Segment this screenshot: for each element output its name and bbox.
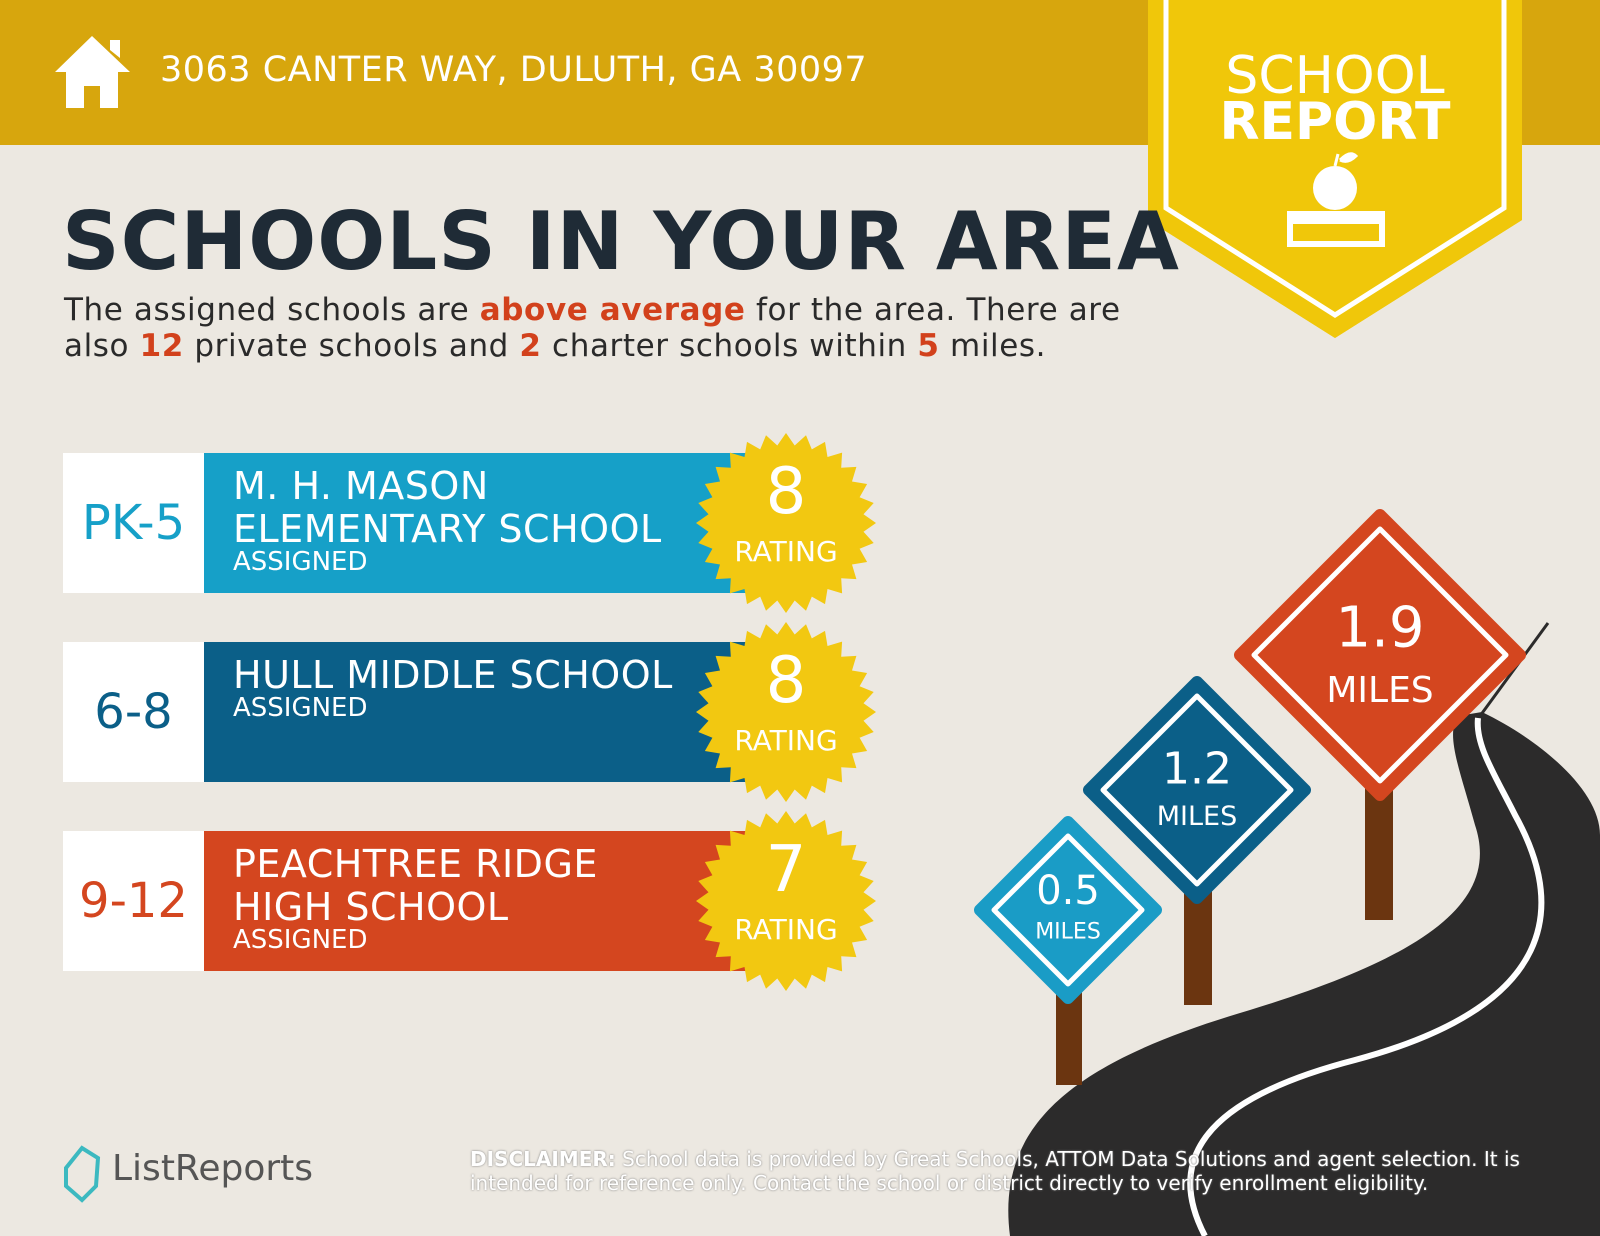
sign-post (1365, 780, 1393, 920)
apple-leaf (1333, 152, 1359, 167)
badge-line2: REPORT (1219, 92, 1451, 152)
sign-border (991, 833, 1145, 987)
intro-number: 5 (917, 328, 940, 364)
house-icon (55, 36, 130, 108)
brand-icon (64, 1145, 101, 1203)
rating-label: RATING (734, 535, 838, 568)
intro-text: miles. (939, 328, 1047, 364)
grade-box: PK-5 (63, 453, 204, 593)
sign-border (1251, 526, 1509, 784)
sign-border (1100, 693, 1294, 887)
intro-highlight: above average (479, 292, 746, 328)
intro-text: for the area. There are also (64, 292, 1121, 364)
school-name: M. H. MASON ELEMENTARY SCHOOL (233, 464, 662, 551)
grade-box: 6-8 (63, 642, 204, 782)
address: 3063 CANTER WAY, DULUTH, GA 30097 (160, 50, 868, 90)
intro-text: private schools and (183, 328, 520, 364)
disclaimer: DISCLAIMER: School data is provided by G… (470, 1147, 1540, 1195)
apple-icon (1313, 166, 1357, 210)
book-spine (1290, 214, 1382, 224)
intro-text: The assigned schools are (64, 292, 480, 328)
school-name: HULL MIDDLE SCHOOL (233, 653, 673, 697)
school-bar (204, 642, 764, 782)
sign-diamond (974, 816, 1162, 1004)
rating-label: RATING (734, 724, 838, 757)
sign-diamond (1083, 676, 1311, 904)
house-overlay (55, 36, 130, 108)
rating-value: 7 (765, 833, 807, 907)
disclaimer-text: School data is provided by Great Schools… (470, 1147, 1520, 1195)
rating-label: RATING (734, 913, 838, 946)
sign-diamond (1234, 509, 1526, 801)
road-line (1187, 717, 1545, 1236)
school-bar (204, 453, 764, 593)
disclaimer-label: DISCLAIMER: (470, 1147, 616, 1171)
road (1008, 712, 1600, 1236)
badge-line1: SCHOOL (1225, 46, 1445, 106)
school-bar (204, 831, 764, 971)
school-status: ASSIGNED (233, 925, 368, 955)
rating-value: 8 (765, 455, 807, 529)
intro-number: 12 (139, 328, 184, 364)
road-tip (1478, 622, 1550, 717)
intro: The assigned schools are above average f… (64, 292, 1124, 364)
school-status: ASSIGNED (233, 693, 368, 723)
intro-number: 2 (519, 328, 542, 364)
badge-outline (1163, 0, 1507, 318)
brand: ListReports (112, 1148, 314, 1189)
sign-unit: MILES (1326, 670, 1433, 711)
rating-value: 8 (765, 644, 807, 718)
sign-distance: 0.5 (1036, 868, 1100, 914)
school-status: ASSIGNED (233, 547, 368, 577)
school-name: PEACHTREE RIDGE HIGH SCHOOL (233, 842, 598, 929)
badge (1148, 0, 1522, 338)
sign-distance: 1.9 (1335, 596, 1424, 661)
title: SCHOOLS IN YOUR AREA (62, 195, 1180, 288)
grade-box: 9-12 (63, 831, 204, 971)
sign-unit: MILES (1157, 801, 1238, 832)
sign-unit: MILES (1035, 920, 1101, 945)
sign-distance: 1.2 (1162, 743, 1232, 794)
intro-text: charter schools within (541, 328, 918, 364)
